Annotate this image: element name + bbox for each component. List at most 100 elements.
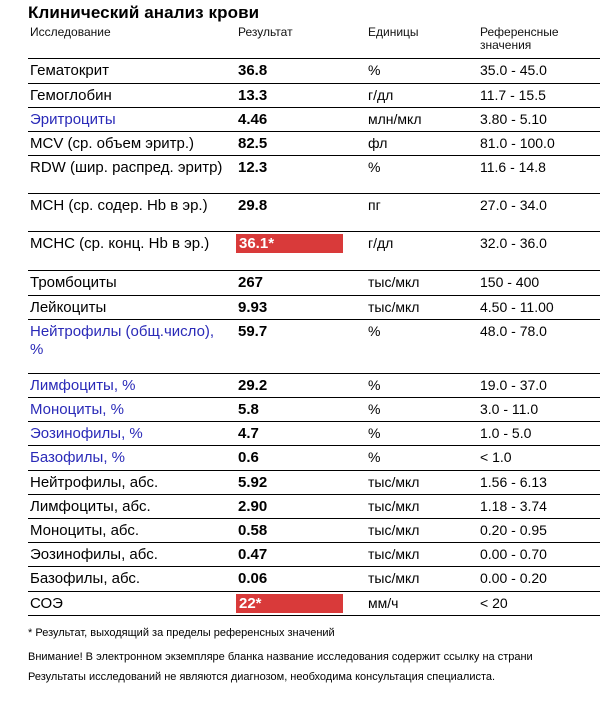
result-value: 267: [238, 274, 264, 291]
notice-link: Внимание! В электронном экземпляре бланк…: [28, 651, 533, 663]
test-name: MCHC (ср. конц. Hb в эр.): [30, 235, 210, 252]
units-value: фл: [368, 135, 388, 151]
table-row: MCV (ср. объем эритр.) 82.5 фл 81.0 - 100.0: [28, 132, 600, 156]
notice-disclaimer: Результаты исследований не являются диаг…: [28, 671, 496, 683]
table-row: MCHC (ср. конц. Hb в эр.) 36.1* г/дл 32.0 -…: [28, 232, 600, 271]
test-name: RDW (шир. распред. эритр): [30, 159, 223, 176]
test-name[interactable]: Базофилы, %: [30, 449, 125, 466]
reference-range: 0.00 - 0.70: [480, 546, 547, 562]
table-row: Нейтрофилы (общ.число), % 59.7% 48.0 - 78.…: [28, 320, 600, 374]
units-value: %: [368, 377, 381, 393]
table-row: Лимфоциты, % 29.2% 19.0 - 37.0: [28, 374, 600, 398]
units-value: тыс/мкл: [368, 474, 420, 490]
units-value: млн/мкл: [368, 111, 422, 127]
table-row: Эозинофилы, % 4.7% 1.0 - 5.0: [28, 422, 600, 446]
result-value: 13.3: [238, 87, 268, 104]
reference-range: 0.20 - 0.95: [480, 522, 547, 538]
test-name: Лимфоциты, абс.: [30, 498, 151, 515]
reference-range: 1.56 - 6.13: [480, 474, 547, 490]
result-value: 0.47: [238, 546, 268, 563]
units-value: %: [368, 62, 381, 78]
reference-range: 11.7 - 15.5: [480, 87, 546, 103]
result-value: 0.58: [238, 522, 268, 539]
table-row: Тромбоциты 267 тыс/мкл 150 - 400: [28, 271, 600, 296]
result-value: 12.3: [238, 159, 268, 176]
reference-range: < 1.0: [480, 449, 512, 465]
units-value: тыс/мкл: [368, 299, 420, 315]
units-value: тыс/мкл: [368, 274, 420, 290]
table-row: Лейкоциты 9.93 тыс/мкл 4.50 - 11.00: [28, 296, 600, 320]
table-row: MCH (ср. содер. Hb в эр.) 29.8 пг 27.0 - 34…: [28, 194, 600, 232]
test-name: MCV (ср. объем эритр.): [30, 135, 195, 152]
units-value: г/дл: [368, 87, 394, 103]
test-name[interactable]: Эритроциты: [30, 111, 116, 128]
table-row: Гематокрит 36.8% 35.0 - 45.0: [28, 59, 600, 84]
units-value: %: [368, 425, 381, 441]
test-name[interactable]: Моноциты, %: [30, 401, 124, 418]
result-value: 0.6: [238, 449, 259, 466]
result-value: 5.8: [238, 401, 259, 418]
result-value: 82.5: [238, 135, 268, 152]
units-value: %: [368, 323, 381, 339]
units-value: тыс/мкл: [368, 546, 420, 562]
header-divider: [28, 58, 600, 59]
units-value: пг: [368, 197, 381, 213]
reference-range: 11.6 - 14.8: [480, 159, 546, 175]
reference-range: 4.50 - 11.00: [480, 299, 554, 315]
reference-range: 0.00 - 0.20: [480, 570, 547, 586]
reference-range: 81.0 - 100.0: [480, 135, 555, 151]
test-name: Эозинофилы, абс.: [30, 546, 158, 563]
table-row: RDW (шир. распред. эритр) 12.3% 11.6 - 14.…: [28, 156, 600, 194]
test-name: MCH (ср. содер. Hb в эр.): [30, 197, 208, 214]
result-value: 36.8: [238, 62, 268, 79]
reference-range: 3.80 - 5.10: [480, 111, 547, 127]
reference-range: < 20: [480, 595, 508, 611]
result-value: 9.93: [238, 299, 268, 316]
reference-range: 32.0 - 36.0: [480, 235, 547, 251]
result-value: 59.7: [238, 323, 268, 340]
table-row: СОЭ 22* мм/ч < 20: [28, 592, 600, 616]
result-value: 5.92: [238, 474, 268, 491]
test-name: Моноциты, абс.: [30, 522, 140, 539]
units-value: тыс/мкл: [368, 570, 420, 586]
result-value-abnormal: 36.1*: [236, 234, 343, 253]
test-name[interactable]: Эозинофилы, %: [30, 425, 143, 442]
reference-range: 1.0 - 5.0: [480, 425, 532, 441]
result-value: 4.7: [238, 425, 259, 442]
table-row: Эозинофилы, абс. 0.47 тыс/мкл 0.00 - 0.70: [28, 543, 600, 567]
table-row: Моноциты, % 5.8% 3.0 - 11.0: [28, 398, 600, 422]
reference-range: 1.18 - 3.74: [480, 498, 547, 514]
test-name: Базофилы, абс.: [30, 570, 141, 587]
test-name[interactable]: Нейтрофилы (общ.число), %: [30, 323, 215, 358]
units-value: %: [368, 159, 381, 175]
header-reference: Референсные значения: [480, 25, 559, 52]
test-name: СОЭ: [30, 595, 63, 612]
test-name: Нейтрофилы, абс.: [30, 474, 159, 491]
reference-range: 27.0 - 34.0: [480, 197, 547, 213]
units-value: %: [368, 401, 381, 417]
reference-range: 19.0 - 37.0: [480, 377, 547, 393]
table-row: Гемоглобин 13.3 г/дл 11.7 - 15.5: [28, 84, 600, 108]
table-row: Эритроциты 4.46 млн/мкл 3.80 - 5.10: [28, 108, 600, 132]
units-value: мм/ч: [368, 595, 399, 611]
header-test: Исследование: [30, 25, 111, 39]
reference-range: 48.0 - 78.0: [480, 323, 547, 339]
test-name: Тромбоциты: [30, 274, 117, 291]
test-name: Гематокрит: [30, 62, 109, 79]
table-row: Базофилы, абс. 0.06 тыс/мкл 0.00 - 0.20: [28, 567, 600, 592]
header-result: Результат: [238, 25, 293, 39]
result-value: 2.90: [238, 498, 268, 515]
reference-range: 35.0 - 45.0: [480, 62, 547, 78]
result-value-abnormal: 22*: [236, 594, 343, 613]
table-row: Нейтрофилы, абс. 5.92 тыс/мкл 1.56 - 6.13: [28, 471, 600, 495]
units-value: %: [368, 449, 381, 465]
reference-range: 150 - 400: [480, 274, 540, 290]
units-value: тыс/мкл: [368, 522, 420, 538]
test-name[interactable]: Лимфоциты, %: [30, 377, 136, 394]
table-row: Лимфоциты, абс. 2.90 тыс/мкл 1.18 - 3.74: [28, 495, 600, 519]
result-value: 29.2: [238, 377, 268, 394]
header-units: Единицы: [368, 25, 419, 39]
page-title: Клинический анализ крови: [28, 3, 260, 22]
result-value: 0.06: [238, 570, 268, 587]
table-row: Моноциты, абс. 0.58 тыс/мкл 0.20 - 0.95: [28, 519, 600, 543]
